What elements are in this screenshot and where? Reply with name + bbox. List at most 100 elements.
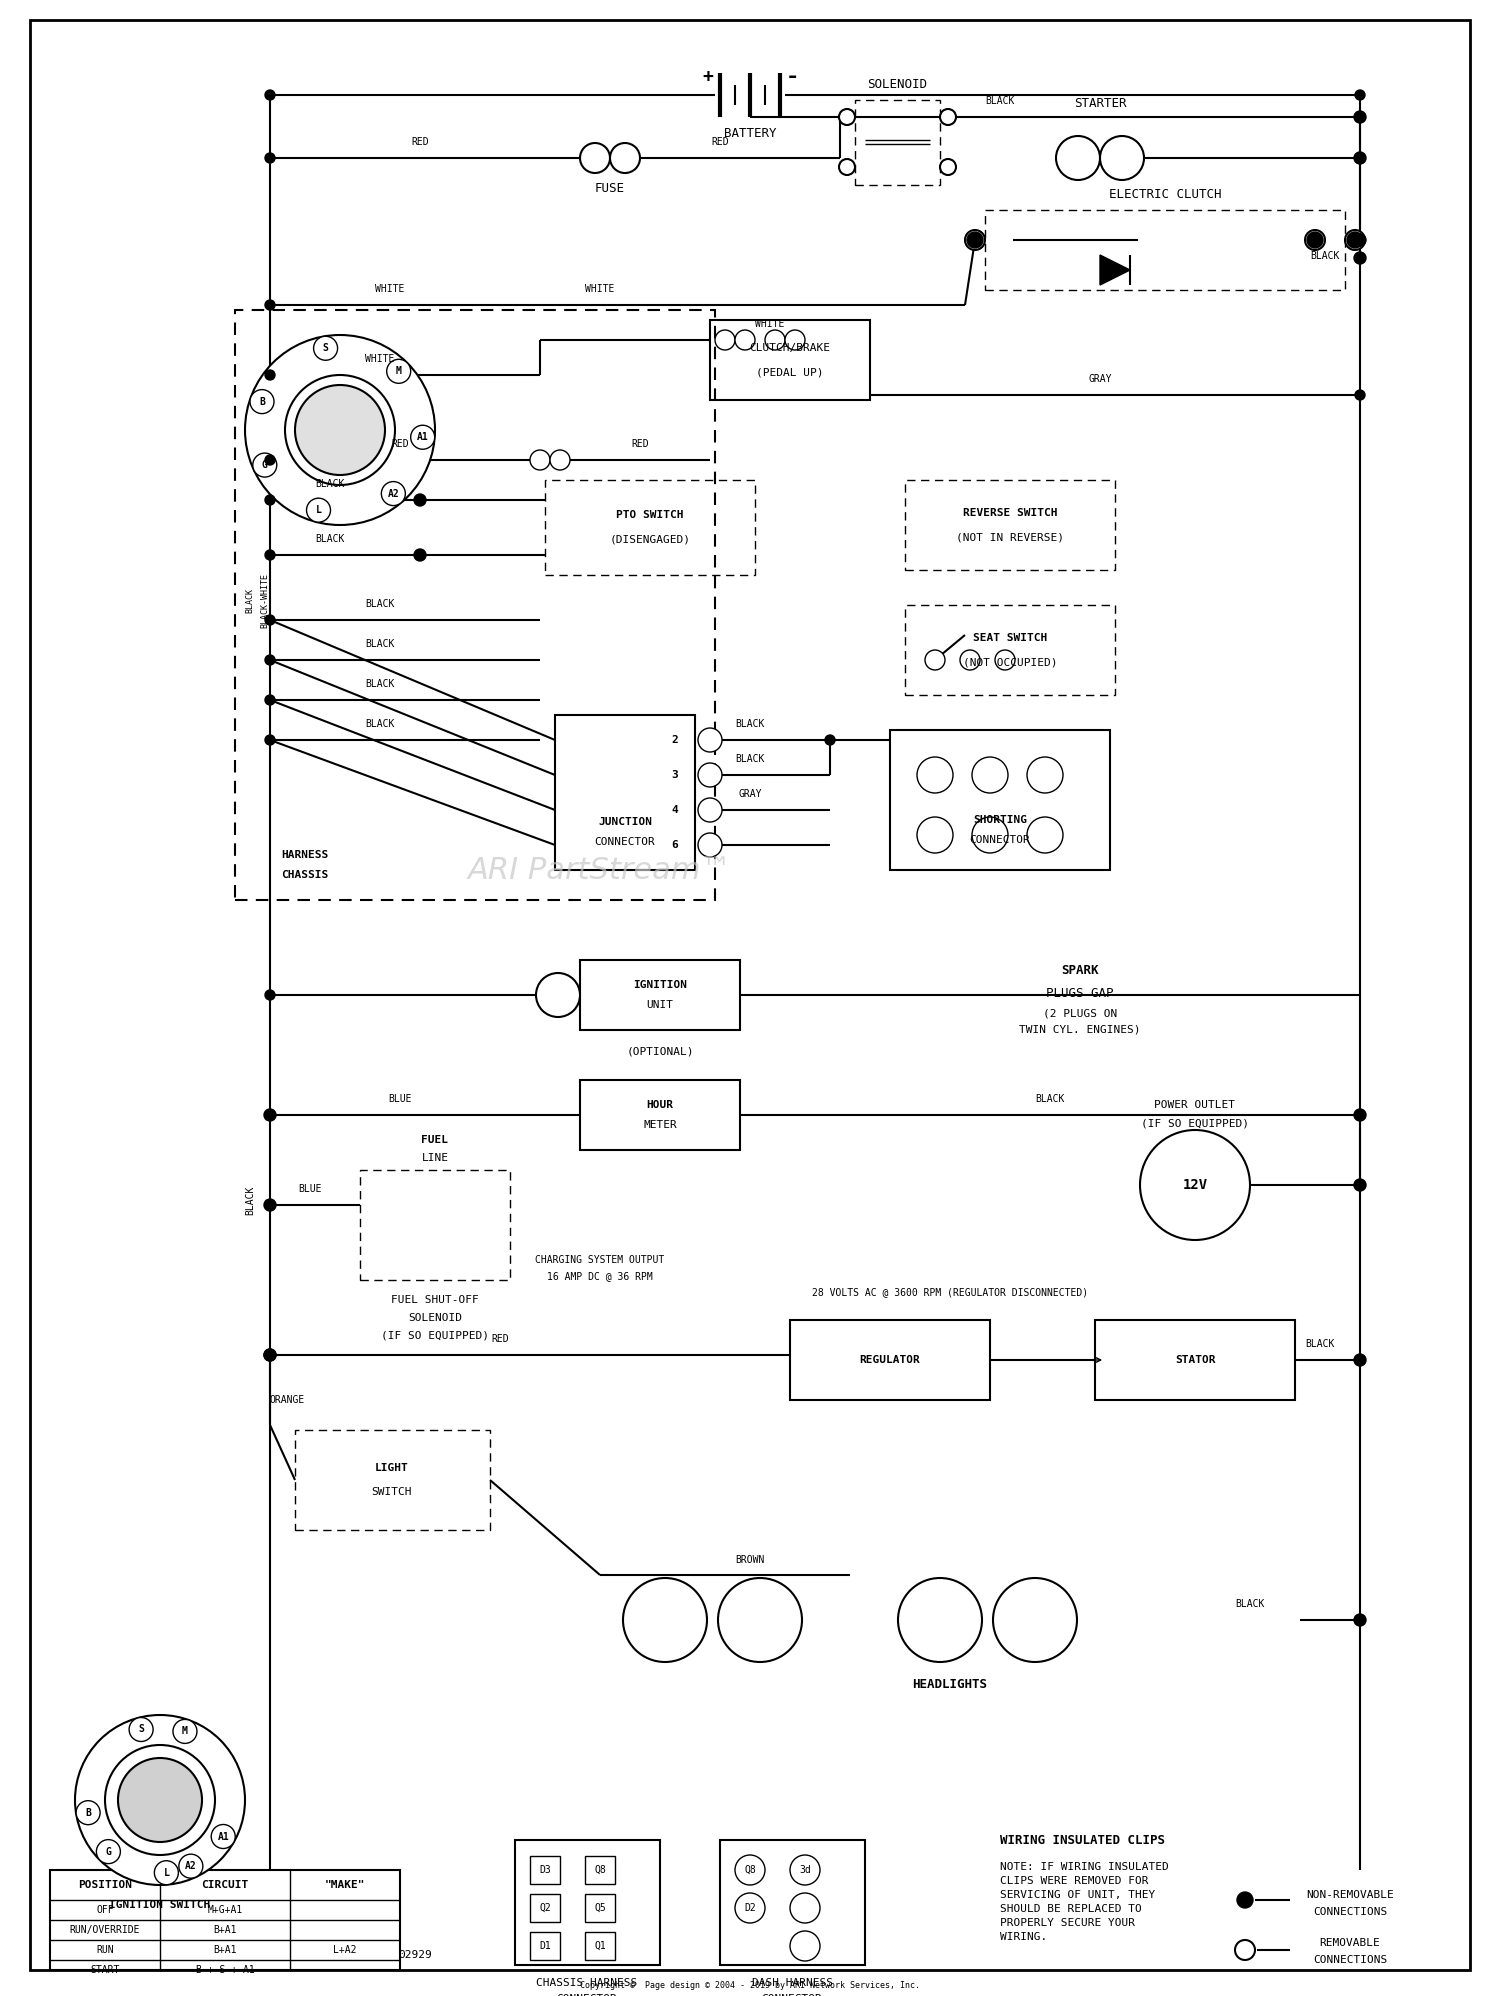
Circle shape — [172, 1719, 196, 1743]
Text: BLACK: BLACK — [986, 96, 1014, 106]
Circle shape — [76, 1800, 101, 1824]
Text: BLUE: BLUE — [298, 1184, 321, 1194]
Text: LINE: LINE — [422, 1154, 448, 1164]
Text: A2: A2 — [387, 489, 399, 499]
Text: D1: D1 — [538, 1940, 550, 1950]
Text: CHASSIS: CHASSIS — [282, 870, 328, 880]
Text: POWER OUTLET: POWER OUTLET — [1155, 1100, 1236, 1110]
Circle shape — [1056, 136, 1100, 180]
Text: (DISENGAGED): (DISENGAGED) — [609, 535, 690, 545]
Text: (NOT OCCUPIED): (NOT OCCUPIED) — [963, 657, 1058, 667]
Text: SOLENOID: SOLENOID — [408, 1313, 462, 1323]
Circle shape — [1028, 816, 1063, 852]
Text: BLACK: BLACK — [1305, 1339, 1335, 1349]
Text: 6: 6 — [672, 840, 678, 850]
Text: M+G+A1: M+G+A1 — [207, 1904, 243, 1914]
Text: IGNITION SWITCH: IGNITION SWITCH — [110, 1900, 210, 1910]
Text: Copyright ©  Page design © 2004 - 2019 by ARI Network Services, Inc.: Copyright © Page design © 2004 - 2019 by… — [580, 1980, 920, 1990]
Circle shape — [266, 369, 274, 379]
Text: WHITE: WHITE — [585, 283, 615, 293]
Circle shape — [1354, 1110, 1365, 1120]
Circle shape — [314, 335, 338, 359]
Circle shape — [254, 453, 278, 477]
Circle shape — [118, 1758, 202, 1842]
Circle shape — [790, 1930, 820, 1960]
Circle shape — [1306, 232, 1323, 248]
Text: TWIN CYL. ENGINES): TWIN CYL. ENGINES) — [1020, 1026, 1140, 1036]
Text: BLACK: BLACK — [366, 679, 394, 689]
Bar — [585, 1894, 615, 1922]
Text: RED: RED — [392, 439, 410, 449]
Circle shape — [536, 972, 580, 1018]
Circle shape — [916, 816, 952, 852]
Circle shape — [1354, 1615, 1365, 1625]
Circle shape — [285, 375, 394, 485]
Circle shape — [698, 762, 721, 786]
Text: CHARGING SYSTEM OUTPUT: CHARGING SYSTEM OUTPUT — [536, 1255, 664, 1265]
Text: B: B — [260, 397, 266, 407]
Text: FUSE: FUSE — [596, 182, 626, 194]
Text: BLACK: BLACK — [1035, 1094, 1065, 1104]
Text: CONNECTOR: CONNECTOR — [762, 1994, 822, 1996]
Text: Q1: Q1 — [594, 1940, 606, 1950]
Text: (PEDAL UP): (PEDAL UP) — [756, 367, 824, 377]
Text: L: L — [164, 1868, 170, 1878]
Circle shape — [940, 160, 956, 176]
Circle shape — [1354, 154, 1365, 164]
Circle shape — [1238, 1892, 1252, 1908]
Circle shape — [1140, 1130, 1250, 1240]
Text: D3: D3 — [538, 1864, 550, 1874]
Circle shape — [735, 1854, 765, 1884]
Text: SHORTING: SHORTING — [974, 814, 1028, 824]
Text: ELECTRIC CLUTCH: ELECTRIC CLUTCH — [1108, 188, 1221, 200]
Text: D2: D2 — [744, 1902, 756, 1912]
Circle shape — [1354, 1353, 1366, 1365]
Circle shape — [264, 1110, 276, 1122]
Text: A1: A1 — [217, 1832, 229, 1842]
Text: RED: RED — [711, 138, 729, 148]
Circle shape — [790, 1854, 820, 1884]
Text: CIRCUIT: CIRCUIT — [201, 1880, 249, 1890]
Circle shape — [1354, 1110, 1366, 1122]
Circle shape — [1354, 1180, 1366, 1192]
Circle shape — [96, 1840, 120, 1864]
Text: HEADLIGHTS: HEADLIGHTS — [912, 1679, 987, 1691]
Text: SPARK: SPARK — [1062, 964, 1098, 976]
Circle shape — [825, 735, 836, 745]
Circle shape — [266, 90, 274, 100]
Circle shape — [972, 816, 1008, 852]
Text: "MAKE": "MAKE" — [324, 1880, 366, 1890]
Text: RED: RED — [490, 1333, 508, 1343]
Circle shape — [266, 1200, 274, 1210]
Text: 2: 2 — [672, 735, 678, 745]
Text: 4: 4 — [672, 804, 678, 814]
Text: G: G — [262, 459, 267, 471]
Text: REGULATOR: REGULATOR — [859, 1355, 921, 1365]
Circle shape — [1354, 1355, 1365, 1365]
Circle shape — [266, 990, 274, 1000]
Circle shape — [154, 1860, 178, 1884]
Text: CHASSIS HARNESS: CHASSIS HARNESS — [537, 1978, 638, 1988]
Text: BLACK: BLACK — [366, 599, 394, 609]
Text: WHITE: WHITE — [366, 353, 394, 363]
Text: GRAY: GRAY — [1088, 373, 1112, 383]
Bar — [580, 1080, 740, 1150]
Circle shape — [266, 1349, 274, 1359]
Circle shape — [1346, 230, 1365, 250]
Text: ORANGE: ORANGE — [270, 1395, 306, 1405]
Circle shape — [1354, 251, 1366, 263]
Text: FUEL: FUEL — [422, 1136, 448, 1146]
Text: STATOR: STATOR — [1174, 1355, 1215, 1365]
Bar — [855, 100, 940, 186]
Bar — [555, 715, 694, 870]
Circle shape — [790, 1892, 820, 1922]
Circle shape — [960, 651, 980, 671]
Text: B: B — [86, 1808, 92, 1818]
Circle shape — [839, 110, 855, 126]
Text: CONNECTIONS: CONNECTIONS — [1312, 1954, 1388, 1964]
Circle shape — [735, 1892, 765, 1922]
Circle shape — [178, 1854, 203, 1878]
Bar — [530, 1856, 560, 1884]
Circle shape — [610, 144, 640, 174]
Circle shape — [414, 549, 426, 561]
